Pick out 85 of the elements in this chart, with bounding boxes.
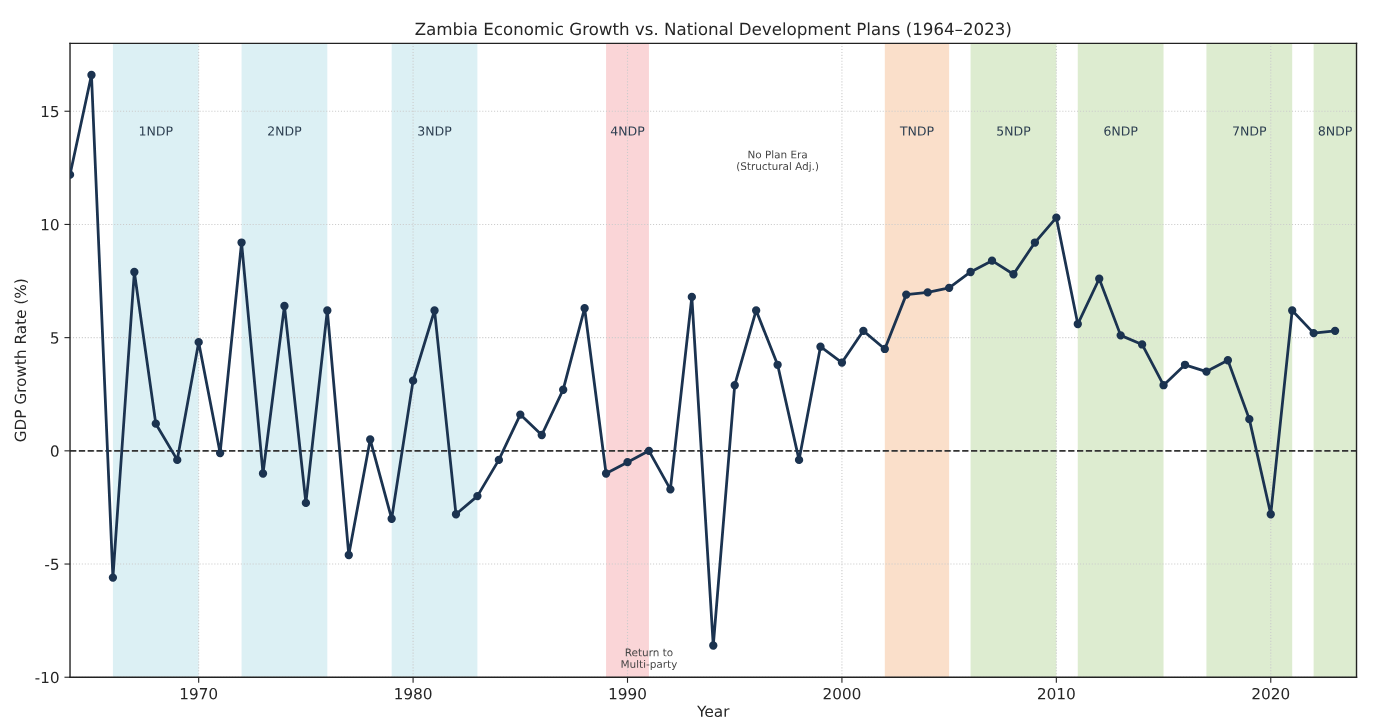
point <box>1137 340 1147 349</box>
point <box>880 344 889 354</box>
point <box>923 288 932 297</box>
point <box>451 510 461 519</box>
point <box>730 381 739 390</box>
annotation: No Plan Era (Structural Adj.) <box>737 150 819 173</box>
x-axis-title: Year <box>697 705 730 718</box>
point <box>623 457 632 467</box>
y-tick-label: 5 <box>51 332 59 344</box>
point <box>430 306 439 315</box>
point <box>408 376 418 385</box>
point <box>1180 360 1190 369</box>
band-label: 1NDP <box>139 126 173 136</box>
band-label: 6NDP <box>1104 126 1138 136</box>
point <box>816 342 825 351</box>
x-tick-label: 2010 <box>1038 687 1075 700</box>
point <box>516 410 525 419</box>
point <box>687 292 696 302</box>
point <box>173 455 182 465</box>
point <box>966 267 975 277</box>
point <box>601 469 611 478</box>
band-label: 3NDP <box>418 126 452 136</box>
point <box>944 283 954 292</box>
y-axis-title: GDP Growth Rate (%) <box>14 279 28 442</box>
point <box>837 358 847 367</box>
point <box>215 448 225 458</box>
band-label: 4NDP <box>610 126 645 136</box>
point <box>1330 326 1340 336</box>
y-tick-label: 10 <box>41 218 59 231</box>
band-label: 5NDP <box>997 126 1031 136</box>
point <box>859 326 868 336</box>
point <box>387 514 396 523</box>
band-label: 8NDP <box>1318 126 1352 136</box>
point <box>258 469 268 478</box>
point <box>130 267 139 277</box>
point <box>559 385 568 394</box>
y-tick-label: 15 <box>41 105 59 118</box>
point <box>794 455 804 465</box>
point <box>108 573 118 582</box>
point <box>323 306 332 315</box>
x-tick-label: 2020 <box>1252 687 1290 700</box>
point <box>644 446 654 455</box>
point <box>1052 213 1061 222</box>
point <box>151 419 160 428</box>
band-label: 7NDP <box>1233 126 1267 136</box>
point <box>237 238 246 247</box>
point <box>344 550 353 560</box>
point <box>666 485 675 494</box>
y-tick-label: -10 <box>35 671 59 684</box>
point <box>1009 270 1018 279</box>
point <box>773 360 782 369</box>
annotation: Return to Multi-party <box>621 648 678 670</box>
y-tick-label: 0 <box>50 445 59 457</box>
x-tick-label: 1970 <box>180 687 218 700</box>
x-tick-label: 1980 <box>395 687 432 700</box>
point <box>709 641 718 650</box>
band-label: 2NDP <box>268 126 302 136</box>
point <box>194 338 203 347</box>
point <box>1309 328 1318 338</box>
point <box>987 256 997 265</box>
x-tick-label: 1990 <box>609 687 646 700</box>
point <box>751 306 761 315</box>
point <box>1266 510 1275 519</box>
chart-title: Zambia Economic Growth vs. National Development Plans (1964–2023) <box>415 22 1011 39</box>
point <box>1223 356 1233 365</box>
point <box>1159 381 1168 390</box>
point <box>473 491 482 501</box>
x-tick-label: 2000 <box>823 687 861 700</box>
point <box>1202 367 1211 376</box>
point <box>1030 238 1040 247</box>
y-tick-label: -5 <box>45 558 59 571</box>
point <box>366 435 375 444</box>
point <box>301 498 311 508</box>
point <box>1073 319 1082 329</box>
point <box>280 301 289 311</box>
point <box>537 430 546 440</box>
point <box>1116 331 1125 340</box>
band-label: TNDP <box>899 126 934 136</box>
point <box>87 70 96 80</box>
point <box>1095 274 1104 283</box>
point <box>1288 306 1297 315</box>
point <box>1245 414 1254 424</box>
point <box>902 290 911 299</box>
point <box>580 304 589 313</box>
point <box>494 455 504 465</box>
